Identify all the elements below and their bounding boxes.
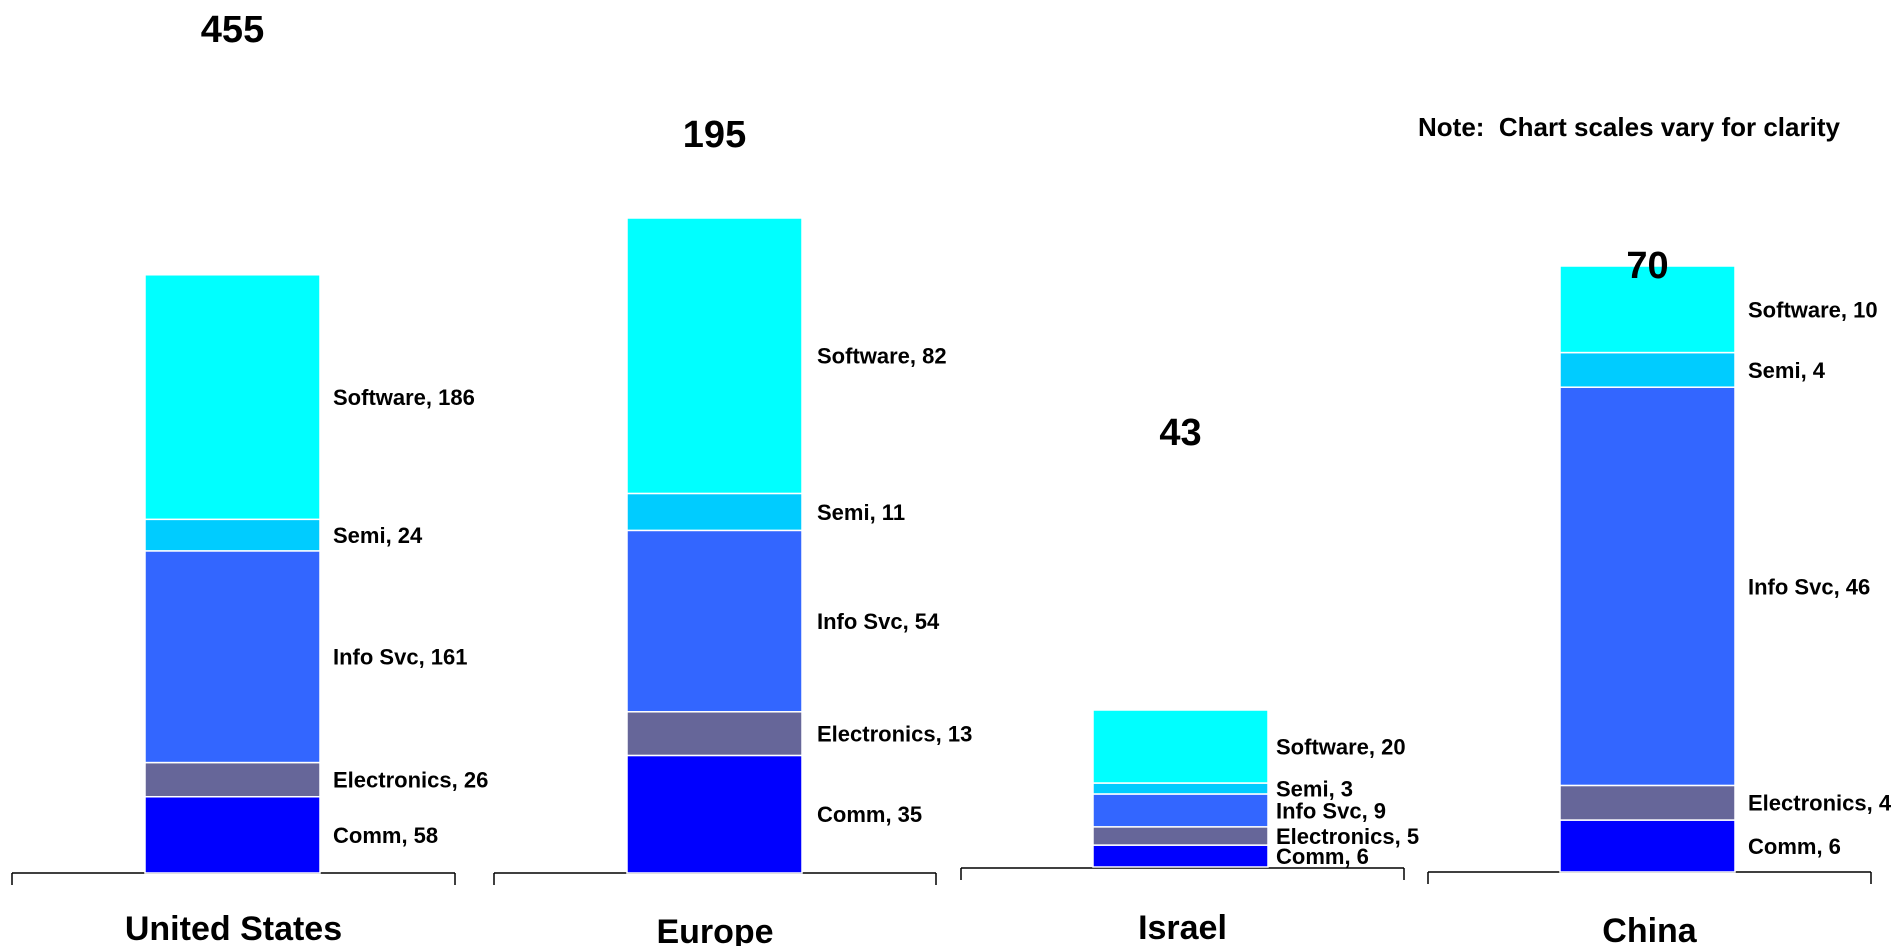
segment-label-europe-electronics: Electronics, 13 [817, 722, 972, 747]
bar-segment-china-software [1559, 265, 1736, 354]
bar-segment-china-comm [1559, 819, 1736, 873]
segment-label-china-info-svc: Info Svc, 46 [1748, 574, 1870, 599]
segment-label-europe-info-svc: Info Svc, 54 [817, 609, 940, 634]
segment-label-united-states-comm: Comm, 58 [333, 823, 438, 848]
segment-label-china-comm: Comm, 6 [1748, 834, 1841, 859]
bar-segment-israel-semi [1092, 782, 1269, 795]
total-label-israel: 43 [1159, 412, 1201, 454]
total-label-europe: 195 [683, 114, 746, 156]
bar-segment-united-states-semi [144, 518, 321, 552]
total-label-china: 70 [1626, 245, 1668, 287]
bar-segment-europe-semi [626, 492, 803, 532]
bar-segment-israel-comm [1092, 844, 1269, 868]
bar-segment-israel-software [1092, 709, 1269, 784]
bar-segment-united-states-comm [144, 795, 321, 874]
segment-label-united-states-info-svc: Info Svc, 161 [333, 645, 468, 670]
category-label-united-states: United States [125, 910, 342, 946]
segment-label-israel-electronics: Electronics, 5 [1276, 824, 1419, 849]
bar-segment-europe-electronics [626, 711, 803, 757]
segment-label-europe-software: Software, 82 [817, 344, 947, 369]
bar-segment-europe-comm [626, 754, 803, 874]
segment-label-israel-comm: Comm, 6 [1276, 844, 1369, 869]
segment-label-china-software: Software, 10 [1748, 297, 1878, 322]
category-label-china: China [1602, 912, 1698, 946]
segment-label-israel-semi: Semi, 3 [1276, 776, 1353, 801]
segment-label-united-states-semi: Semi, 24 [333, 523, 423, 548]
segment-label-united-states-software: Software, 186 [333, 385, 475, 410]
chart-panel-china: Comm, 6 Electronics, 4 Info Svc, 46 Semi, 4… [1427, 245, 1892, 946]
chart-panel-united-states: Comm, 58 Electronics, 26 Info Svc, 161 Semi… [11, 9, 488, 946]
segment-label-europe-comm: Comm, 35 [817, 802, 922, 827]
chart-panel-europe: Comm, 35 Electronics, 13 Info Svc, 54 Semi,… [493, 114, 972, 946]
chart-scale-note: Note: Chart scales vary for clarity [1418, 112, 1840, 142]
segment-label-israel-software: Software, 20 [1276, 735, 1406, 760]
segment-label-europe-semi: Semi, 11 [817, 500, 905, 525]
bar-segment-china-info-svc [1559, 386, 1736, 787]
segment-label-israel-info-svc: Info Svc, 9 [1276, 798, 1386, 823]
segment-label-united-states-electronics: Electronics, 26 [333, 768, 488, 793]
bar-segment-europe-info-svc [626, 529, 803, 713]
bar-segment-europe-software [626, 217, 803, 495]
segment-label-china-electronics: Electronics, 4 [1748, 791, 1892, 816]
bar-segment-israel-info-svc [1092, 793, 1269, 828]
segment-label-china-semi: Semi, 4 [1748, 358, 1826, 383]
total-label-united-states: 455 [201, 9, 264, 51]
bar-segment-israel-electronics [1092, 826, 1269, 846]
bar-segment-united-states-electronics [144, 761, 321, 798]
category-label-europe: Europe [656, 913, 773, 946]
bar-segment-united-states-info-svc [144, 550, 321, 764]
bar-segment-united-states-software [144, 274, 321, 521]
bar-segment-china-semi [1559, 351, 1736, 388]
bar-segment-china-electronics [1559, 784, 1736, 821]
category-label-israel: Israel [1138, 909, 1227, 946]
